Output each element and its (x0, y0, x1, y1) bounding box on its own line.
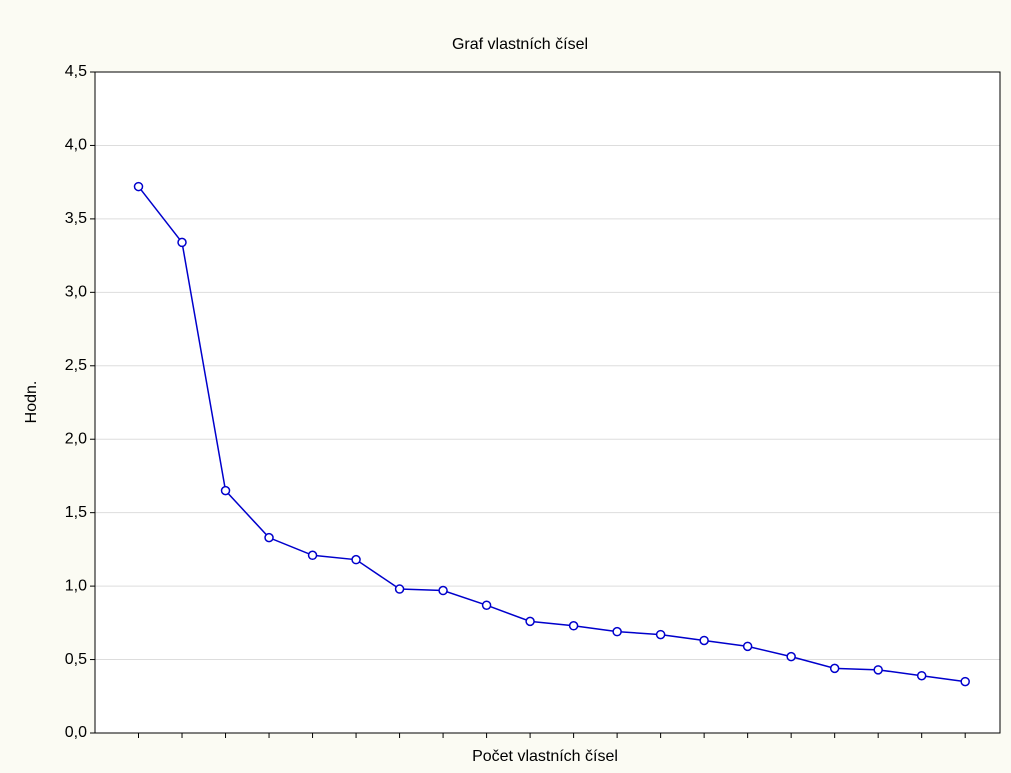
data-point (133, 181, 144, 192)
chart-title: Graf vlastních čísel (452, 36, 588, 53)
data-point (394, 584, 405, 594)
data-point (438, 585, 448, 596)
x-axis-label: Počet vlastních čísel (472, 748, 618, 765)
y-tick-label: 4,0 (65, 137, 87, 154)
series-line (137, 186, 966, 683)
data-point (916, 670, 927, 681)
data-point (351, 554, 361, 565)
data-point (220, 485, 231, 496)
data-point (960, 676, 970, 687)
data-point (873, 665, 883, 675)
plot-area (95, 72, 1000, 733)
y-tick-label: 3,0 (65, 284, 87, 301)
data-point (699, 635, 709, 646)
y-tick-label: 0,5 (65, 651, 87, 668)
data-point (525, 616, 535, 627)
data-point (829, 663, 840, 674)
data-point (612, 626, 622, 637)
data-point (177, 237, 187, 248)
plot-frame (94, 71, 1001, 734)
y-tick-label: 2,5 (65, 357, 87, 374)
y-tick-label: 1,0 (65, 577, 87, 594)
data-point (786, 651, 796, 662)
data-point (655, 629, 666, 640)
y-tick-label: 4,5 (65, 63, 87, 80)
y-tick-label: 1,5 (65, 504, 87, 521)
y-axis-label: Hodn. (23, 381, 40, 424)
data-point (568, 621, 579, 631)
data-point (481, 600, 492, 610)
data-point (742, 641, 753, 652)
y-tick-label: 3,5 (65, 210, 87, 227)
data-point (264, 532, 274, 543)
y-tick-label: 2,0 (65, 430, 87, 447)
data-point (307, 550, 318, 561)
y-tick-label: 0,0 (65, 724, 87, 741)
